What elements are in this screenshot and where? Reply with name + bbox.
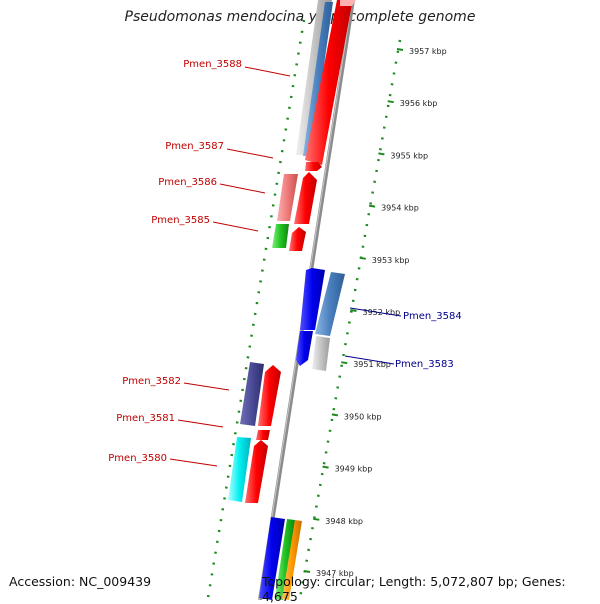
ruler-tick-mark xyxy=(378,152,385,156)
ruler-tick-mark xyxy=(368,204,376,208)
ruler-tick-mark xyxy=(359,256,366,260)
gene-pink-top xyxy=(340,0,356,6)
gene-pmen-3585-block xyxy=(272,224,289,248)
gene-pmen-3586-block xyxy=(277,174,298,221)
gene-label-pmen-3580[interactable]: Pmen_3580 xyxy=(108,453,167,464)
gene-pmen-3580-block xyxy=(228,437,251,502)
gene-pmen-3583-block xyxy=(312,336,330,371)
label-leader-lines xyxy=(169,66,402,467)
ruler-tick-mark xyxy=(341,361,348,365)
ruler-tick-label: 3948 kbp xyxy=(325,517,363,526)
leader-pmen-3580 xyxy=(169,458,218,467)
ruler-guide-inner xyxy=(206,19,306,599)
leader-pmen-3583 xyxy=(344,355,395,365)
ruler-tick-label: 3957 kbp xyxy=(409,47,447,56)
ruler-tick-mark xyxy=(387,100,394,104)
leader-pmen-3582 xyxy=(183,382,230,391)
gene-pmen-3584-block xyxy=(315,272,345,336)
ruler-tick-label: 3956 kbp xyxy=(400,99,438,108)
ruler-tick-label: 3947 kbp xyxy=(316,569,354,578)
gene-orange-bottom xyxy=(282,520,302,600)
gene-label-pmen-3585[interactable]: Pmen_3585 xyxy=(151,215,210,226)
leader-pmen-3585 xyxy=(212,221,259,232)
ruler-tick-mark xyxy=(313,517,320,521)
gene-blue-arrow-3583 xyxy=(296,331,313,366)
gene-red-arrow-3580 xyxy=(245,440,268,503)
ruler-tick-label: 3951 kbp xyxy=(353,360,391,369)
leader-pmen-3588 xyxy=(244,66,291,77)
gene-pmen-3581-block xyxy=(256,430,270,440)
ruler-tick-mark xyxy=(322,465,329,469)
gene-red-arrow-3582 xyxy=(258,365,281,426)
ruler-tick-label: 3955 kbp xyxy=(390,151,428,160)
gene-blue-bottom xyxy=(259,517,285,600)
gene-label-pmen-3582[interactable]: Pmen_3582 xyxy=(122,376,181,387)
ruler-tick-mark xyxy=(396,48,404,51)
gene-red-arrowhead xyxy=(305,162,322,171)
gene-features xyxy=(228,0,356,600)
ruler-tick-mark xyxy=(350,309,357,312)
ruler-tick-mark xyxy=(331,413,339,417)
leader-pmen-3581 xyxy=(177,419,224,428)
gene-red-arrow-3585 xyxy=(289,227,306,251)
gene-label-pmen-3583[interactable]: Pmen_3583 xyxy=(395,359,454,370)
gene-label-pmen-3584[interactable]: Pmen_3584 xyxy=(403,311,462,322)
gene-label-pmen-3586[interactable]: Pmen_3586 xyxy=(158,177,217,188)
gene-labels: Pmen_3588 Pmen_3587 Pmen_3586 Pmen_3585 … xyxy=(108,59,461,464)
leader-pmen-3587 xyxy=(226,148,274,159)
gene-pmen-3582-block xyxy=(240,362,264,426)
gene-label-pmen-3587[interactable]: Pmen_3587 xyxy=(165,141,224,152)
ruler-tick-mark xyxy=(303,570,311,573)
gene-green-bottom xyxy=(275,519,295,600)
gene-red-long xyxy=(305,0,352,165)
leader-pmen-3584 xyxy=(349,307,402,317)
genome-title: Pseudomonas mendocina ymp, complete geno… xyxy=(124,9,476,25)
ruler-tick-label: 3953 kbp xyxy=(372,256,410,265)
gene-blue-arrow-3584 xyxy=(300,268,325,330)
gene-label-pmen-3588[interactable]: Pmen_3588 xyxy=(183,59,242,70)
gene-label-pmen-3581[interactable]: Pmen_3581 xyxy=(116,413,175,424)
gene-pmen-3588-block-inner xyxy=(303,2,333,156)
ruler-tick-label: 3949 kbp xyxy=(335,465,373,474)
leader-pmen-3586 xyxy=(219,183,266,194)
accession-text: Accession: NC_009439 xyxy=(9,574,152,589)
gene-red-arrow-3586 xyxy=(294,172,317,224)
ruler-tick-label: 3950 kbp xyxy=(344,412,382,421)
ruler-tick-label: 3954 kbp xyxy=(381,204,419,213)
